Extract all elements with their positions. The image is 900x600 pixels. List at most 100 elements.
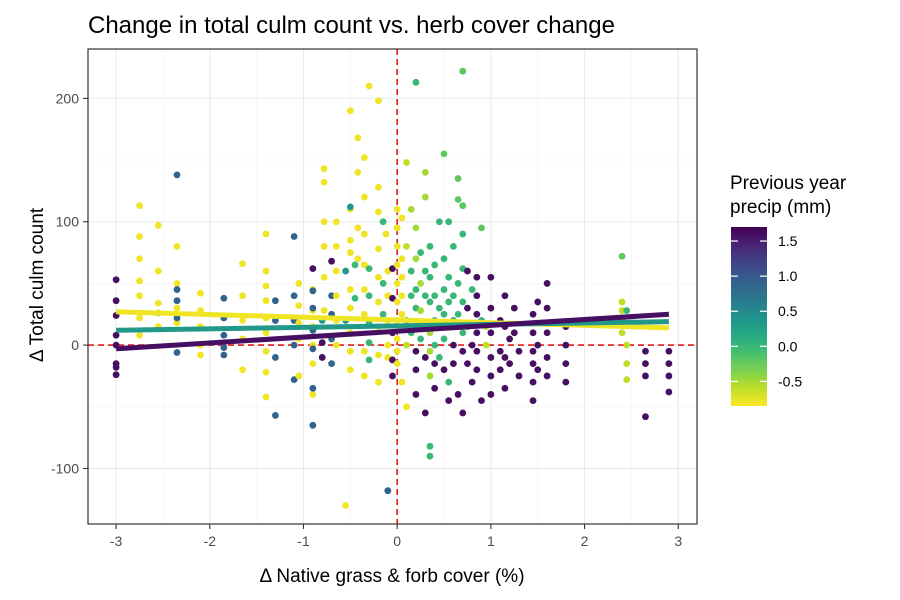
data-point: [112, 331, 120, 339]
data-point: [320, 178, 328, 186]
data-point: [382, 230, 390, 238]
data-point: [262, 267, 270, 275]
data-point: [623, 376, 631, 384]
data-point: [464, 267, 471, 275]
data-point: [112, 276, 120, 284]
data-point: [529, 347, 537, 355]
data-point: [665, 347, 673, 355]
data-point: [454, 310, 462, 318]
data-point: [510, 304, 518, 312]
data-point: [506, 335, 514, 343]
data-point: [478, 397, 485, 405]
data-point: [501, 354, 509, 361]
data-point: [320, 243, 328, 250]
data-point: [529, 360, 537, 368]
data-point: [309, 360, 317, 368]
data-point: [320, 165, 328, 173]
data-point: [642, 360, 649, 368]
data-point: [459, 202, 467, 210]
data-point: [346, 236, 354, 244]
data-point: [450, 243, 457, 250]
x-tick-label: 3: [674, 533, 682, 549]
data-point: [543, 304, 551, 312]
data-point: [454, 280, 462, 287]
data-point: [173, 297, 181, 305]
data-point: [623, 360, 631, 368]
data-point: [464, 360, 471, 368]
data-point: [431, 360, 439, 368]
data-point: [459, 409, 467, 417]
data-point: [412, 286, 420, 293]
data-point: [360, 230, 368, 238]
data-point: [346, 107, 354, 115]
data-point: [473, 329, 481, 337]
data-point: [309, 421, 317, 429]
data-point: [445, 378, 453, 386]
data-point: [398, 273, 406, 281]
data-point: [454, 175, 462, 182]
data-point: [375, 97, 382, 105]
data-point: [173, 319, 181, 327]
data-point: [173, 349, 181, 356]
data-point: [398, 214, 406, 222]
x-tick-label: 0: [393, 533, 401, 549]
data-point: [173, 304, 181, 312]
data-point: [328, 360, 335, 368]
data-point: [375, 208, 382, 216]
data-point: [618, 329, 626, 337]
data-point: [271, 297, 279, 305]
data-point: [421, 168, 429, 176]
data-point: [220, 294, 228, 302]
data-point: [496, 347, 504, 355]
plot-frame: [87, 48, 698, 525]
data-point: [487, 354, 495, 361]
data-point: [360, 193, 368, 201]
data-point: [295, 372, 303, 380]
data-point: [365, 356, 373, 364]
data-point: [360, 286, 368, 293]
data-point: [328, 292, 335, 300]
data-point: [412, 391, 420, 398]
data-point: [426, 298, 434, 306]
data-point: [440, 255, 448, 263]
data-point: [220, 344, 228, 351]
data-point: [239, 366, 246, 374]
data-point: [290, 376, 298, 384]
data-point: [197, 289, 204, 297]
data-point: [459, 298, 467, 306]
data-point: [440, 286, 448, 293]
data-point: [318, 354, 326, 361]
legend-tick-label: -0.5: [778, 373, 802, 389]
data-point: [375, 245, 382, 253]
data-point: [295, 319, 303, 327]
data-point: [393, 243, 401, 250]
data-point: [112, 371, 120, 379]
data-point: [365, 265, 373, 273]
data-point: [309, 345, 317, 353]
data-point: [435, 304, 443, 312]
data-point: [393, 280, 401, 287]
data-point: [642, 413, 649, 421]
data-point: [332, 218, 340, 226]
data-point: [426, 372, 434, 380]
x-tick-label: -3: [110, 533, 123, 549]
data-point: [173, 314, 181, 322]
data-point: [403, 341, 410, 349]
data-point: [220, 351, 228, 359]
data-point: [478, 224, 485, 232]
data-point: [309, 384, 317, 392]
data-point: [360, 310, 368, 318]
data-point: [398, 255, 406, 263]
data-point: [440, 335, 448, 343]
data-point: [271, 412, 279, 419]
y-tick-label: -100: [51, 460, 79, 476]
data-point: [136, 292, 143, 300]
data-point: [431, 384, 439, 392]
data-point: [320, 273, 328, 281]
data-point: [623, 307, 631, 314]
data-point: [354, 224, 362, 232]
trend-lines: [115, 309, 670, 352]
trend-line: [115, 311, 670, 352]
data-point: [309, 265, 317, 273]
data-point: [346, 366, 354, 374]
